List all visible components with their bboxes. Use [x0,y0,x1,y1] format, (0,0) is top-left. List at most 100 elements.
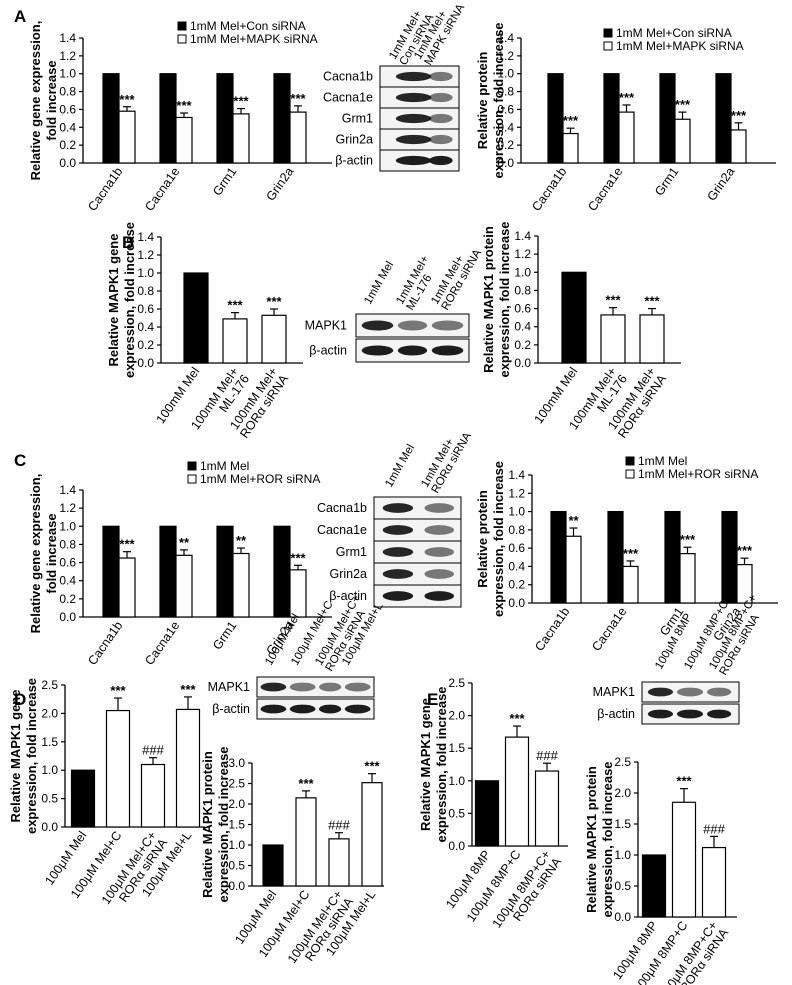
significance-label: *** [731,108,747,123]
y-tick-label: 1.0 [137,266,154,280]
blot-row-label: β-actin [309,344,347,358]
y-tick-label: 2.5 [228,777,245,791]
y-tick-label: 0.0 [59,156,76,170]
bar [232,113,250,164]
bar [641,854,667,918]
y-axis-label-line: expression, fold increase [491,461,506,617]
y-axis-label-line: Relative MAPK1 protein [200,751,215,898]
y-tick-label: 0.8 [497,85,514,99]
x-tick-label-line: Grm1 [210,619,239,653]
y-tick-label: 0.5 [614,879,631,893]
blot-band [424,569,455,579]
blot-band [382,525,414,535]
panel-label-C: C [14,451,26,470]
bar [659,73,676,164]
bar [159,525,177,618]
blot-row-label: MAPK1 [208,680,250,694]
bar [547,73,564,164]
bar [216,525,234,618]
bar [102,525,120,618]
significance-label: ** [179,535,190,550]
y-tick-label: 0.0 [137,356,154,370]
y-axis-label: Relative protein expression, fold increas… [475,461,506,617]
y-axis-label-line: Relative protein [475,52,490,150]
y-tick-label: 0.0 [59,610,76,624]
blot-band [431,320,464,331]
x-tick-label: Cacna1e [589,605,629,654]
y-tick-label: 1.2 [497,49,514,63]
bar [600,314,626,364]
blot-band [289,704,316,714]
legend-swatch [177,34,187,44]
blot-row-label: Grin2a [329,567,367,581]
y-tick-label: 0.8 [59,537,76,551]
y-tick-label: 1.0 [508,505,525,519]
y-axis-label: Relative protein expression, fold increas… [475,22,506,178]
bar [603,73,620,164]
blot-band [647,709,674,719]
y-tick-label: 0.6 [514,302,531,316]
y-axis-label-line: Relative gene expression, [28,21,43,181]
blot-band [289,682,316,692]
y-tick-label: 0.0 [497,156,514,170]
bar [105,709,131,828]
y-tick-label: 2.5 [41,678,58,692]
significance-label: *** [266,294,282,309]
legend-label: 1mM Mel [638,454,687,468]
bar [328,838,350,887]
x-tick-label-line: Cacna1e [142,165,182,214]
significance-label: *** [180,682,196,697]
y-axis-label-line: Relative MAPK1 gene [106,234,121,367]
y-tick-label: 0.8 [59,85,76,99]
y-axis-label: Relative gene expression, fold increase [28,21,59,181]
western-blot-C: 1mM Mel 1mM Mel+RORα siRNA Cacna1b Cacna1e G… [317,430,474,608]
y-tick-label: 0.5 [448,806,465,820]
significance-label: *** [290,91,306,106]
blot-row-label: Cacna1e [317,523,367,537]
blot-band [382,569,414,579]
bar [715,73,732,164]
y-tick-label: 3.0 [228,756,245,770]
blot-band [428,155,453,166]
y-axis-label-line: Relative gene expression, [28,474,43,634]
panel-label-A: A [14,7,26,26]
bar [273,525,291,618]
bar [262,844,284,887]
blot-band [395,92,432,103]
x-tick-label-line: Grin2a [263,165,296,204]
x-tick-label: Cacna1b [85,619,125,668]
bar [273,73,291,164]
x-tick-label: Cacna1e [142,165,182,214]
y-tick-label: 0.4 [59,120,76,134]
significance-label: *** [676,774,692,789]
legend-swatch [603,41,613,51]
y-tick-label: 1.0 [228,838,245,852]
y-tick-label: 0.6 [508,541,525,555]
x-tick-label: 100μM 8MP+C+RORα siRNA [490,848,565,931]
y-tick-label: 0.0 [508,596,525,610]
legend-label: 1mM Mel [200,459,249,473]
y-axis-label: Relative MAPK1 protein expression, fold i… [481,221,512,377]
x-tick-label: Cacna1e [585,165,625,214]
y-tick-label: 0.4 [137,320,154,334]
blot-band [424,525,455,535]
y-tick-label: 0.6 [59,102,76,116]
x-tick-label: Cacna1b [85,165,125,214]
y-axis-label-line: Relative MAPK1 gene [8,690,23,823]
y-axis-label-line: Relative MAPK1 protein [584,766,599,913]
blot-band [706,709,732,719]
y-tick-label: 0.5 [228,859,245,873]
bar [261,314,287,364]
x-tick-label: Grin2a [263,165,296,204]
y-tick-label: 2.0 [448,709,465,723]
y-tick-label: 1.2 [508,486,525,500]
bar [289,111,307,164]
panel-label-E: E [427,690,438,709]
bar [222,318,248,364]
panel-label-D: D [14,690,26,709]
